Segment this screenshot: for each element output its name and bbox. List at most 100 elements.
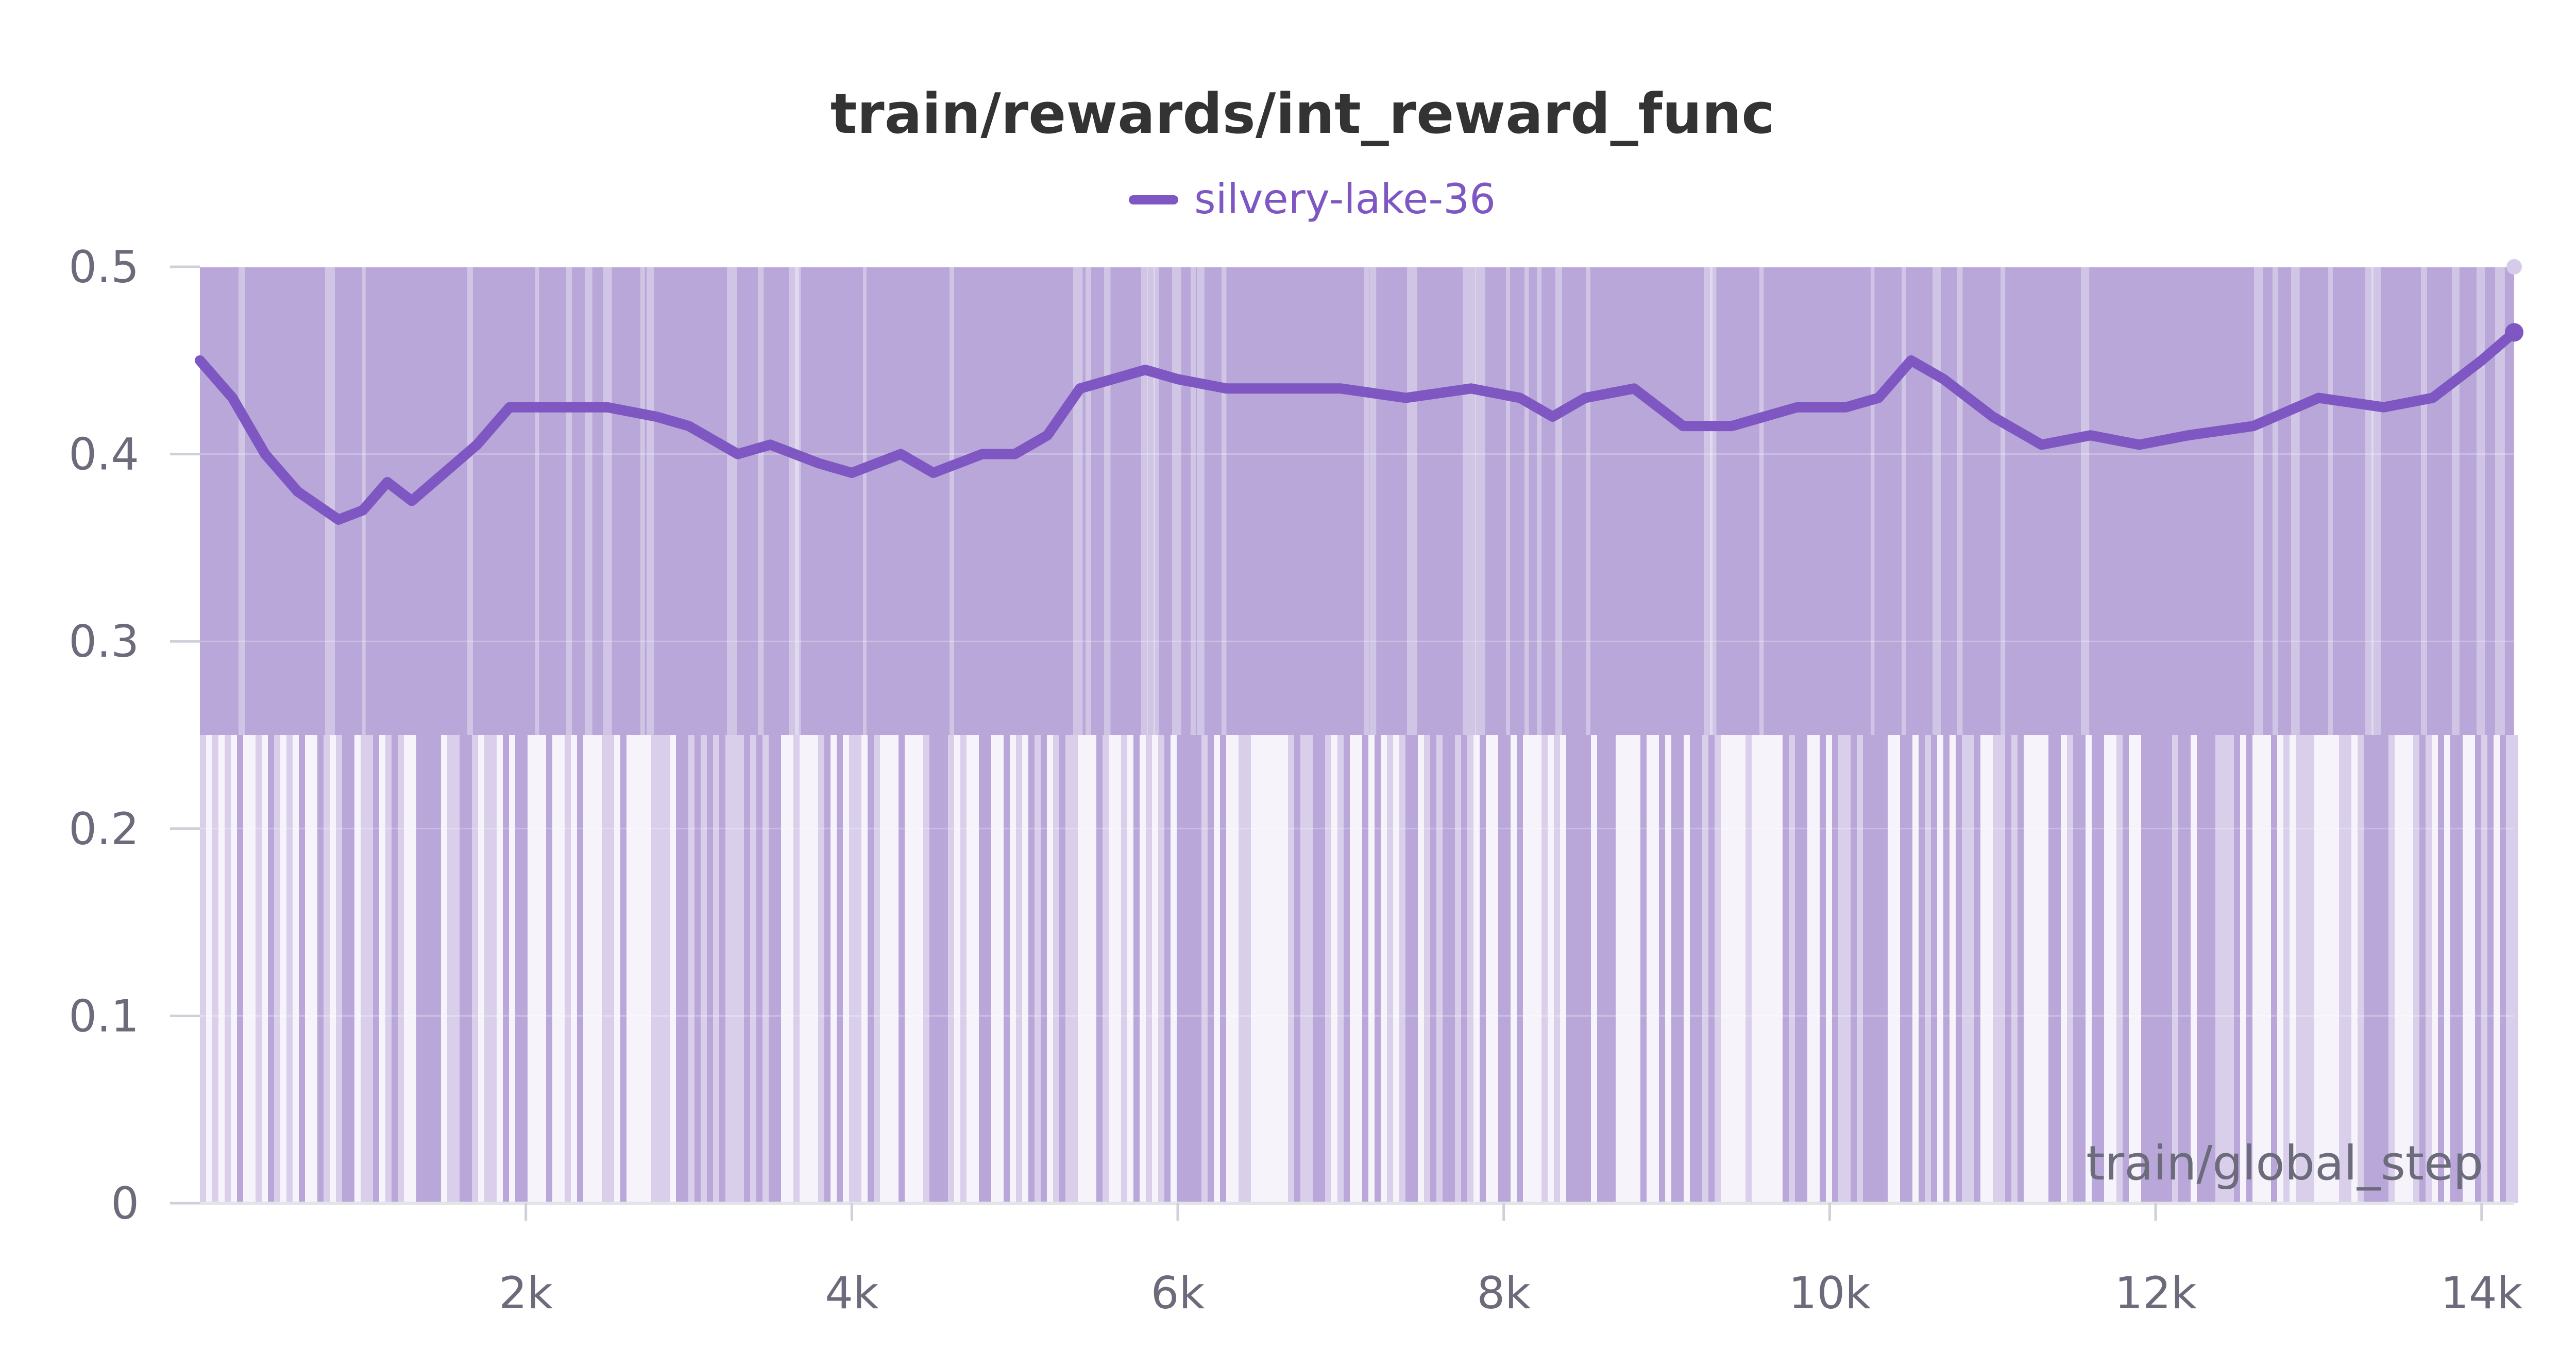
raw-band-segment [2129, 735, 2135, 1203]
raw-band-segment [1733, 735, 1739, 1203]
raw-band-segment [2005, 735, 2011, 1203]
raw-band-segment [2184, 735, 2191, 1203]
raw-band-segment [2104, 735, 2110, 1203]
raw-band-segment [311, 735, 317, 1203]
raw-band-segment [1443, 735, 1449, 1203]
x-tick-label: 8k [1477, 1268, 1531, 1319]
chart-title: train/rewards/int_reward_func [831, 82, 1775, 146]
raw-band-segment [2339, 735, 2345, 1203]
raw-band-segment [1844, 735, 1851, 1203]
raw-band-segment [1764, 735, 1770, 1203]
raw-band-segment [2166, 735, 2172, 1203]
raw-band-segment [317, 735, 324, 1203]
raw-band-segment [1869, 735, 1875, 1203]
raw-band-segment [453, 735, 460, 1203]
raw-band-segment [1418, 735, 1424, 1203]
raw-band-segment [1752, 735, 1758, 1203]
raw-band-segment [398, 735, 404, 1203]
raw-band-segment [1677, 735, 1684, 1203]
raw-band-segment [429, 735, 435, 1203]
raw-band-segment [2283, 735, 2290, 1203]
legend[interactable]: silvery-lake-36 [1129, 175, 1496, 223]
raw-band-segment [1121, 735, 1127, 1203]
raw-band-segment [973, 735, 979, 1203]
raw-band-segment [589, 735, 596, 1203]
raw-band-segment [1585, 735, 1591, 1203]
raw-band-segment [422, 735, 429, 1203]
raw-band-segment [1455, 735, 1461, 1203]
raw-band-segment [1449, 735, 1455, 1203]
raw-band-segment [1140, 735, 1146, 1203]
raw-band-segment [1047, 735, 1053, 1203]
raw-band-segment [1412, 735, 1418, 1203]
raw-band-gap [2001, 267, 2006, 735]
raw-band-segment [2178, 735, 2184, 1203]
raw-band-segment [1387, 735, 1393, 1203]
raw-band-segment [342, 735, 348, 1203]
raw-band-segment [1171, 735, 1177, 1203]
raw-band-segment [577, 735, 583, 1203]
raw-band-gap [2328, 267, 2333, 735]
raw-band-segment [1721, 735, 1727, 1203]
x-tick-label: 2k [499, 1268, 553, 1319]
plot-area[interactable] [195, 259, 2523, 1204]
raw-band-segment [1715, 735, 1721, 1203]
raw-band-segment [1492, 735, 1498, 1203]
raw-band-segment [725, 735, 732, 1203]
raw-band-segment [2475, 735, 2481, 1203]
raw-band-segment [293, 735, 299, 1203]
raw-band-segment [2370, 735, 2376, 1203]
raw-band-segment [596, 735, 602, 1203]
raw-band-segment [651, 735, 657, 1203]
raw-band-segment [2246, 735, 2252, 1203]
raw-band-segment [2048, 735, 2055, 1203]
raw-band-gap [1524, 267, 1529, 735]
raw-band-segment [1035, 735, 1041, 1203]
raw-band-segment [608, 735, 614, 1203]
raw-band-segment [2259, 735, 2265, 1203]
raw-band-segment [2116, 735, 2123, 1203]
raw-band-segment [1579, 735, 1585, 1203]
raw-data-band [200, 267, 2518, 1203]
raw-band-segment [738, 735, 744, 1203]
raw-band-segment [602, 735, 608, 1203]
raw-band-segment [657, 735, 664, 1203]
raw-band-segment [243, 735, 249, 1203]
raw-band-segment [565, 735, 571, 1203]
raw-band-segment [1362, 735, 1368, 1203]
raw-band-segment [2469, 735, 2475, 1203]
raw-band-segment [1931, 735, 1937, 1203]
raw-band-segment [1659, 735, 1665, 1203]
raw-band-segment [713, 735, 719, 1203]
raw-band-segment [435, 735, 441, 1203]
raw-band-gap [727, 267, 737, 735]
raw-band-segment [552, 735, 558, 1203]
raw-band-segment [1894, 735, 1900, 1203]
raw-band-segment [2438, 735, 2444, 1203]
raw-band-segment [2265, 735, 2271, 1203]
y-tick-label: 0.3 [69, 616, 139, 668]
raw-band-segment [942, 735, 948, 1203]
raw-band-segment [2290, 735, 2296, 1203]
raw-band-segment [762, 735, 769, 1203]
raw-band-segment [571, 735, 577, 1203]
raw-band-gap [1197, 267, 1205, 735]
raw-band-segment [948, 735, 954, 1203]
raw-band-segment [1251, 735, 1257, 1203]
raw-band-segment [1758, 735, 1764, 1203]
raw-band-segment [2252, 735, 2259, 1203]
raw-band-segment [1096, 735, 1103, 1203]
raw-band-segment [800, 735, 806, 1203]
raw-band-segment [1183, 735, 1189, 1203]
raw-band-segment [2487, 735, 2494, 1203]
raw-band-segment [1133, 735, 1140, 1203]
raw-band-segment [1640, 735, 1647, 1203]
raw-band-segment [2456, 735, 2463, 1203]
raw-band-segment [1072, 735, 1078, 1203]
raw-band-segment [645, 735, 651, 1203]
raw-band-segment [1517, 735, 1523, 1203]
raw-band-gap [1710, 267, 1717, 735]
raw-band-segment [558, 735, 565, 1203]
raw-band-gap [1154, 267, 1159, 735]
